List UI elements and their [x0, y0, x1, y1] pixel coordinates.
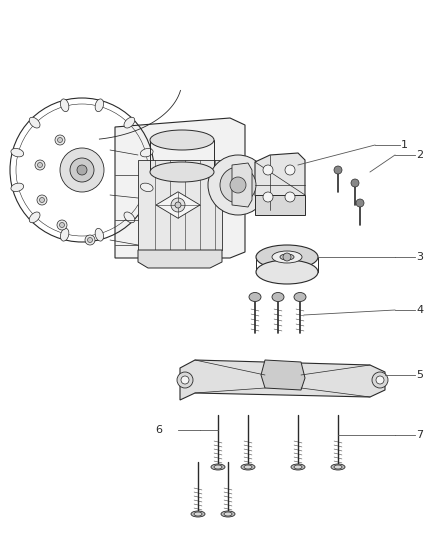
Circle shape [88, 238, 92, 243]
Circle shape [263, 165, 273, 175]
Ellipse shape [60, 228, 69, 241]
Polygon shape [261, 360, 305, 390]
Ellipse shape [294, 465, 302, 469]
Circle shape [55, 135, 65, 145]
Circle shape [35, 160, 45, 170]
Ellipse shape [95, 99, 103, 111]
Ellipse shape [150, 130, 214, 150]
Circle shape [283, 253, 291, 261]
Circle shape [285, 192, 295, 202]
Circle shape [263, 192, 273, 202]
Polygon shape [255, 153, 305, 210]
Ellipse shape [29, 117, 40, 128]
Text: 2: 2 [416, 150, 423, 160]
Circle shape [70, 158, 94, 182]
Circle shape [220, 167, 256, 203]
Ellipse shape [334, 465, 342, 469]
Circle shape [356, 199, 364, 207]
Ellipse shape [29, 212, 40, 223]
Ellipse shape [140, 183, 153, 191]
Circle shape [175, 202, 181, 208]
Ellipse shape [294, 293, 306, 302]
Circle shape [285, 165, 295, 175]
Ellipse shape [150, 162, 214, 182]
Ellipse shape [194, 512, 202, 516]
Ellipse shape [291, 464, 305, 470]
Circle shape [77, 165, 87, 175]
Ellipse shape [95, 228, 103, 241]
Text: 3: 3 [416, 252, 423, 262]
Ellipse shape [249, 293, 261, 302]
Circle shape [60, 148, 104, 192]
Circle shape [351, 179, 359, 187]
Ellipse shape [124, 117, 135, 128]
Text: 6: 6 [155, 425, 162, 435]
Text: 7: 7 [416, 430, 423, 440]
Circle shape [57, 138, 63, 142]
Ellipse shape [214, 465, 222, 469]
Circle shape [181, 376, 189, 384]
Circle shape [208, 155, 268, 215]
Circle shape [372, 372, 388, 388]
Polygon shape [156, 192, 200, 218]
Ellipse shape [124, 212, 135, 223]
Ellipse shape [256, 245, 318, 269]
Circle shape [334, 166, 342, 174]
Ellipse shape [241, 464, 255, 470]
Ellipse shape [244, 465, 252, 469]
Polygon shape [180, 360, 385, 400]
Circle shape [57, 220, 67, 230]
Ellipse shape [272, 293, 284, 302]
Ellipse shape [211, 464, 225, 470]
Circle shape [38, 163, 42, 167]
Polygon shape [138, 250, 222, 268]
Ellipse shape [272, 251, 302, 263]
Circle shape [37, 195, 47, 205]
Ellipse shape [191, 511, 205, 517]
Polygon shape [255, 195, 305, 215]
Circle shape [60, 222, 64, 228]
Ellipse shape [331, 464, 345, 470]
Text: 4: 4 [416, 305, 423, 315]
Circle shape [376, 376, 384, 384]
Circle shape [39, 198, 45, 203]
Polygon shape [232, 163, 252, 207]
Ellipse shape [11, 183, 24, 191]
Circle shape [230, 177, 246, 193]
Circle shape [177, 372, 193, 388]
Polygon shape [138, 160, 222, 250]
Text: 5: 5 [416, 370, 423, 380]
Circle shape [85, 235, 95, 245]
Ellipse shape [256, 260, 318, 284]
Ellipse shape [11, 149, 24, 157]
Ellipse shape [140, 149, 153, 157]
Text: 1: 1 [401, 140, 408, 150]
Ellipse shape [224, 512, 232, 516]
Ellipse shape [221, 511, 235, 517]
Ellipse shape [280, 254, 294, 260]
Polygon shape [115, 118, 245, 258]
Ellipse shape [60, 99, 69, 111]
Circle shape [171, 198, 185, 212]
